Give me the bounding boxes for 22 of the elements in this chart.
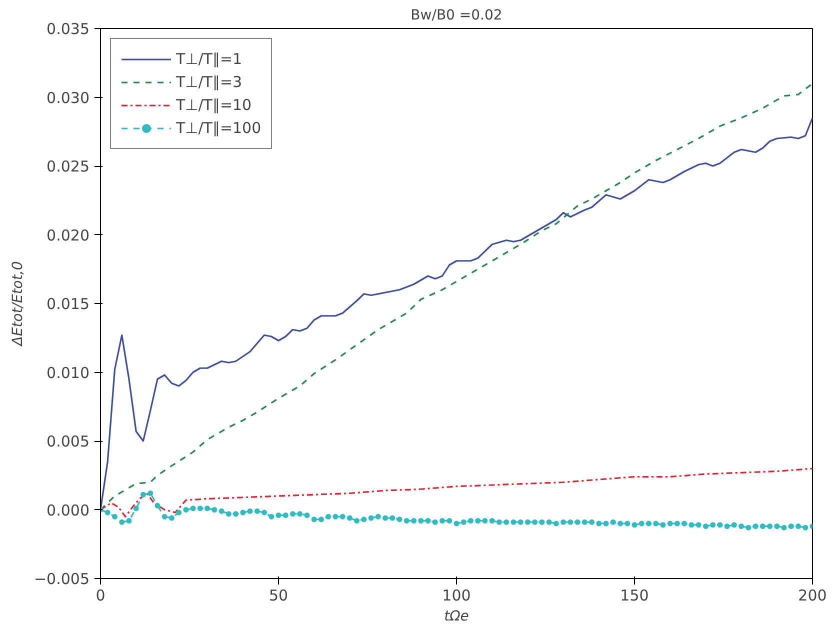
x-axis-title: tΩe — [444, 608, 469, 624]
y-tick-label: 0.005 — [46, 432, 90, 450]
line-series — [100, 468, 812, 518]
legend-label: T⊥/T∥=100 — [176, 119, 262, 137]
x-tick-label: 100 — [442, 586, 471, 604]
y-axis-title: ΔEtot/Etot,0 — [10, 261, 26, 347]
y-tick-label: 0.015 — [46, 295, 90, 313]
y-tick-label: 0.000 — [46, 501, 90, 520]
y-tick-label: 0.010 — [46, 364, 90, 382]
x-tick-label: 150 — [620, 586, 649, 604]
chart-title: Bw/B0 =0.02 — [410, 8, 502, 24]
legend-label: T⊥/T∥=1 — [176, 50, 242, 68]
legend-label: T⊥/T∥=10 — [176, 96, 252, 114]
x-tick-label: 0 — [96, 586, 106, 604]
legend-label: T⊥/T∥=3 — [176, 73, 242, 91]
x-tick-label: 200 — [798, 586, 827, 604]
y-tick-label: 0.020 — [46, 226, 90, 244]
y-tick-label: 0.030 — [46, 88, 90, 107]
y-tick-label: −0.005 — [34, 570, 90, 588]
y-tick-label: 0.035 — [46, 20, 90, 38]
x-tick-label: 50 — [268, 586, 288, 604]
y-tick-label: 0.025 — [46, 158, 90, 176]
